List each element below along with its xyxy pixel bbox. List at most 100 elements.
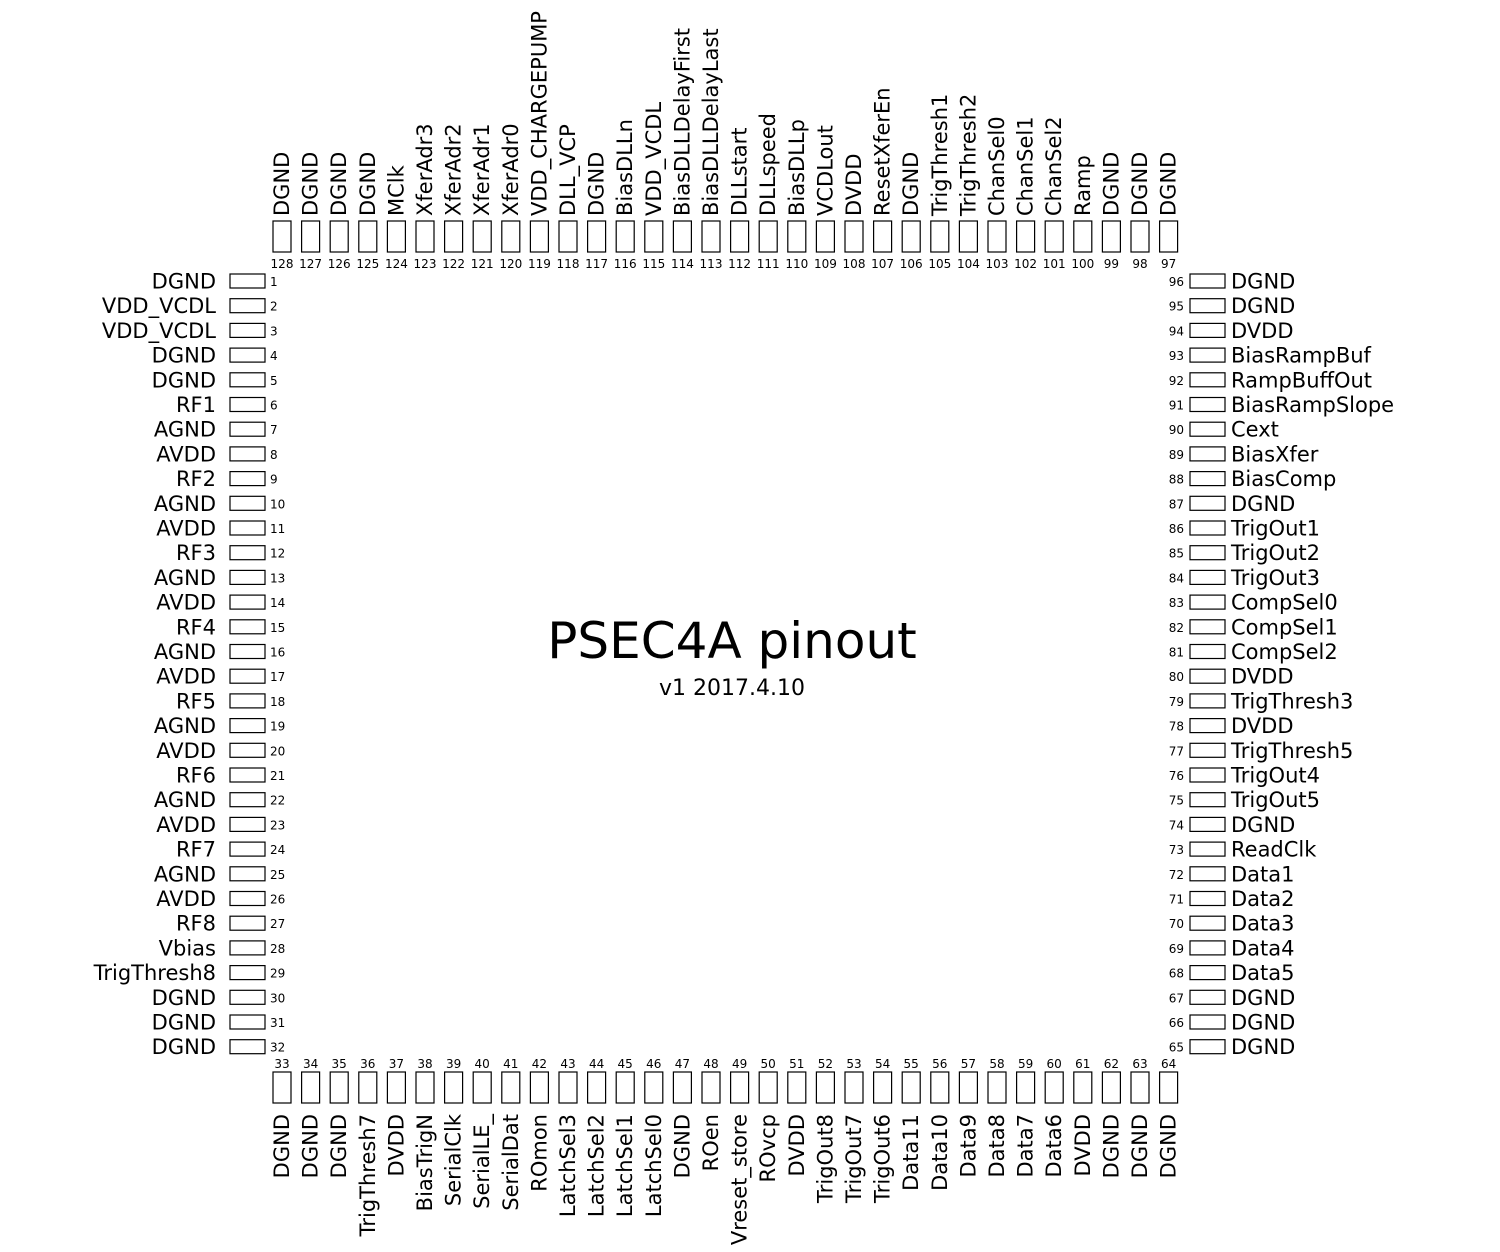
pin-number: 58 [989,1057,1004,1071]
pin-pad [1189,421,1226,437]
pin-number: 98 [1132,257,1147,271]
pin-number: 125 [356,257,379,271]
pin-pad [844,1071,864,1104]
pin-number: 102 [1014,257,1037,271]
pin-pad [1158,1071,1179,1104]
pin-name: XferAdr3 [413,123,437,216]
pin-pad [229,1014,266,1030]
pin-number: 85 [1169,547,1184,561]
pin-number: 28 [270,942,285,956]
pin-name: BiasComp [1231,467,1336,491]
pin-number: 27 [270,917,285,931]
pin-number: 109 [814,257,837,271]
pin-pad [1130,1071,1150,1104]
pin-name: BiasTrigN [413,1114,437,1211]
pin-name: TrigOut7 [842,1114,866,1204]
pin-left: TrigThresh8 29 [93,961,286,985]
pin-bottom: TrigOut7 53 [842,1057,866,1204]
pin-name: AVDD [156,665,216,689]
pin-name: Vreset_store [728,1114,753,1245]
pin-name: XferAdr0 [499,123,523,216]
pin-number: 101 [1043,257,1066,271]
pin-pad [758,1071,778,1104]
pin-pad [787,220,807,253]
pin-left: RF5 18 [176,689,285,713]
pin-bottom: LatchSel1 45 [613,1057,637,1217]
pin-pad [1189,520,1226,536]
pin-name: TrigThresh7 [356,1114,380,1237]
pin-name: Data9 [956,1114,980,1178]
pin-left: RF4 15 [176,615,285,639]
pin-number: 48 [703,1057,718,1071]
pin-number: 93 [1169,349,1184,363]
pin-number: 100 [1071,257,1094,271]
pin-number: 97 [1161,257,1176,271]
pin-pad [1189,471,1226,487]
pin-number: 24 [270,843,285,857]
pin-bottom: DGND 64 [1157,1057,1181,1178]
pin-bottom: Data6 60 [1042,1057,1066,1178]
pin-number: 3 [270,324,278,338]
pin-right: TrigThresh5 77 [1169,739,1354,763]
pin-right: DGND 95 [1169,294,1296,318]
pin-right: TrigOut4 76 [1169,764,1320,788]
pin-top: XferAdr2 122 [442,123,466,271]
pin-number: 8 [270,448,278,462]
pin-number: 66 [1169,1016,1184,1030]
pin-left: RF6 21 [176,764,285,788]
pin-pad [1015,220,1036,253]
pin-name: CompSel1 [1231,615,1338,639]
pin-name: DGND [152,1035,216,1059]
pin-bottom: DGND 47 [670,1057,694,1178]
pin-left: AVDD 14 [156,591,285,615]
pin-name: BiasRampBuf [1231,344,1372,368]
pin-name: TrigOut2 [1230,541,1320,565]
pin-number: 89 [1169,448,1184,462]
pin-name: DVDD [384,1114,408,1177]
pin-pad [1189,792,1226,808]
pin-number: 107 [871,257,894,271]
pin-number: 33 [274,1057,289,1071]
pin-pad [701,1071,721,1104]
pin-pad [415,1071,435,1104]
pin-left: AVDD 20 [156,739,285,763]
pin-name: BiasDLLn [613,119,637,216]
pin-bottom: LatchSel3 43 [556,1057,580,1217]
pin-bottom: TrigThresh7 36 [356,1057,380,1237]
pin-name: AVDD [156,739,216,763]
pin-left: DGND 4 [152,344,278,368]
pin-name: DGND [585,152,609,216]
pin-number: 106 [900,257,923,271]
pin-right: BiasComp 88 [1169,467,1337,491]
pin-pad [1189,396,1226,413]
pin-number: 120 [499,257,522,271]
pin-number: 32 [270,1041,285,1055]
pin-left: RF1 6 [176,393,278,417]
pin-number: 11 [270,522,285,536]
pin-left: DGND 31 [152,1011,286,1035]
pin-pad [358,220,378,253]
pin-name: DGND [1231,1035,1295,1059]
pin-pad [644,1071,664,1104]
pin-number: 114 [671,257,694,271]
pin-name: DGND [1157,152,1181,216]
pin-number: 72 [1169,868,1184,882]
pin-top: TrigThresh2 104 [956,94,980,271]
pin-top: TrigThresh1 105 [928,94,952,271]
pin-bottom: ROmon 42 [527,1057,551,1192]
pin-top: VCDLout 109 [813,125,837,271]
pin-number: 99 [1104,257,1119,271]
pin-number: 9 [270,473,278,487]
pin-pad [1189,569,1226,586]
pin-pad [472,1071,492,1104]
pin-name: VCDLout [813,125,837,216]
pin-name: BiasDLLDelayLast [699,28,723,216]
pin-name: DLLspeed [756,113,780,216]
pin-number: 95 [1169,300,1184,314]
pin-bottom: ROen 48 [699,1057,723,1171]
pin-number: 70 [1169,917,1184,931]
pin-pad [672,220,693,253]
pin-name: DGND [299,152,323,216]
pin-pad [229,742,266,758]
pin-pad [1189,1039,1226,1055]
